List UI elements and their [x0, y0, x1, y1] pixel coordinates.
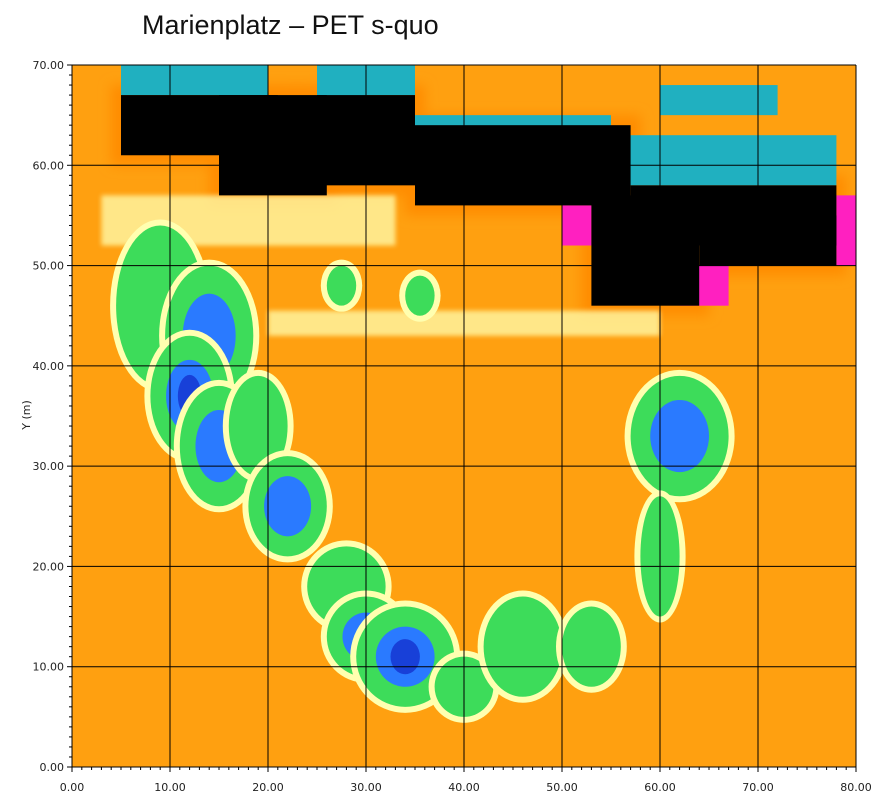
hot-zone [836, 195, 856, 266]
y-tick-label: 50.00 [33, 260, 65, 273]
y-tick-label: 30.00 [33, 460, 65, 473]
tree-shade-core [264, 476, 312, 537]
y-tick-label: 60.00 [33, 159, 65, 172]
x-tick-label: 10.00 [154, 781, 186, 794]
y-tick-label: 70.00 [33, 59, 65, 72]
y-tick-label: 10.00 [33, 661, 65, 674]
x-tick-label: 30.00 [350, 781, 382, 794]
y-tick-label: 0.00 [40, 761, 65, 774]
x-tick-label: 50.00 [546, 781, 578, 794]
y-tick-label: 40.00 [33, 360, 65, 373]
tree-shade-deep [390, 639, 420, 675]
hot-zone [562, 205, 592, 246]
y-tick-label: 20.00 [33, 560, 65, 573]
building [699, 215, 837, 266]
pale-band-layer [101, 195, 660, 336]
x-tick-label: 60.00 [644, 781, 676, 794]
x-tick-label: 80.00 [840, 781, 872, 794]
tree-canopy [483, 596, 562, 697]
x-tick-label: 0.00 [60, 781, 85, 794]
chart-title: Marienplatz – PET s-quo [142, 10, 439, 40]
x-tick-label: 20.00 [252, 781, 284, 794]
tree-canopy [326, 265, 357, 306]
shade-zone [121, 65, 268, 96]
tree-canopy [228, 375, 288, 477]
tree-canopy [405, 275, 435, 316]
shade-zone [611, 135, 837, 186]
shade-zone [660, 85, 778, 116]
axes: 0.00 10.00 20.00 30.00 40.00 50.00 60.00 70.00 8… [33, 59, 872, 794]
y-axis-label: Y (m) [20, 400, 33, 431]
building [219, 95, 327, 196]
tree-canopy [562, 606, 621, 687]
x-tick-label: 40.00 [448, 781, 480, 794]
x-tick-label: 70.00 [742, 781, 774, 794]
tree-shade-core [650, 399, 709, 473]
